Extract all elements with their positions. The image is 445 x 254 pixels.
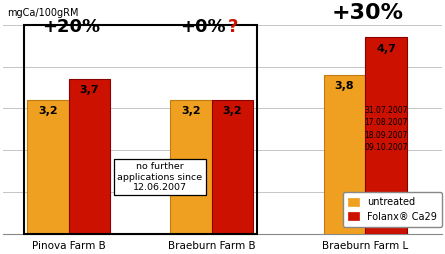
Text: 3,7: 3,7: [80, 85, 99, 95]
Bar: [324, 75, 365, 234]
Text: +20%: +20%: [42, 19, 100, 36]
Text: 3,2: 3,2: [181, 106, 200, 116]
Bar: [365, 37, 407, 234]
Text: +30%: +30%: [332, 3, 404, 23]
Text: 31.07.2007
17.08.2007
18.09.2007
09.10.2007: 31.07.2007 17.08.2007 18.09.2007 09.10.2…: [364, 106, 408, 152]
Bar: [69, 79, 110, 234]
Text: no further
applications since
12.06.2007: no further applications since 12.06.2007: [117, 162, 202, 192]
Text: mgCa/100gRM: mgCa/100gRM: [7, 8, 79, 18]
Text: 4,7: 4,7: [376, 43, 396, 54]
Bar: [211, 100, 253, 234]
Bar: [27, 100, 69, 234]
Text: ?: ?: [228, 19, 239, 36]
Text: +0%: +0%: [180, 19, 226, 36]
Legend: untreated, Folanx® Ca29: untreated, Folanx® Ca29: [343, 192, 442, 227]
Bar: [170, 100, 211, 234]
Text: 3,8: 3,8: [335, 81, 354, 91]
Text: 3,2: 3,2: [38, 106, 58, 116]
Text: 3,2: 3,2: [222, 106, 242, 116]
